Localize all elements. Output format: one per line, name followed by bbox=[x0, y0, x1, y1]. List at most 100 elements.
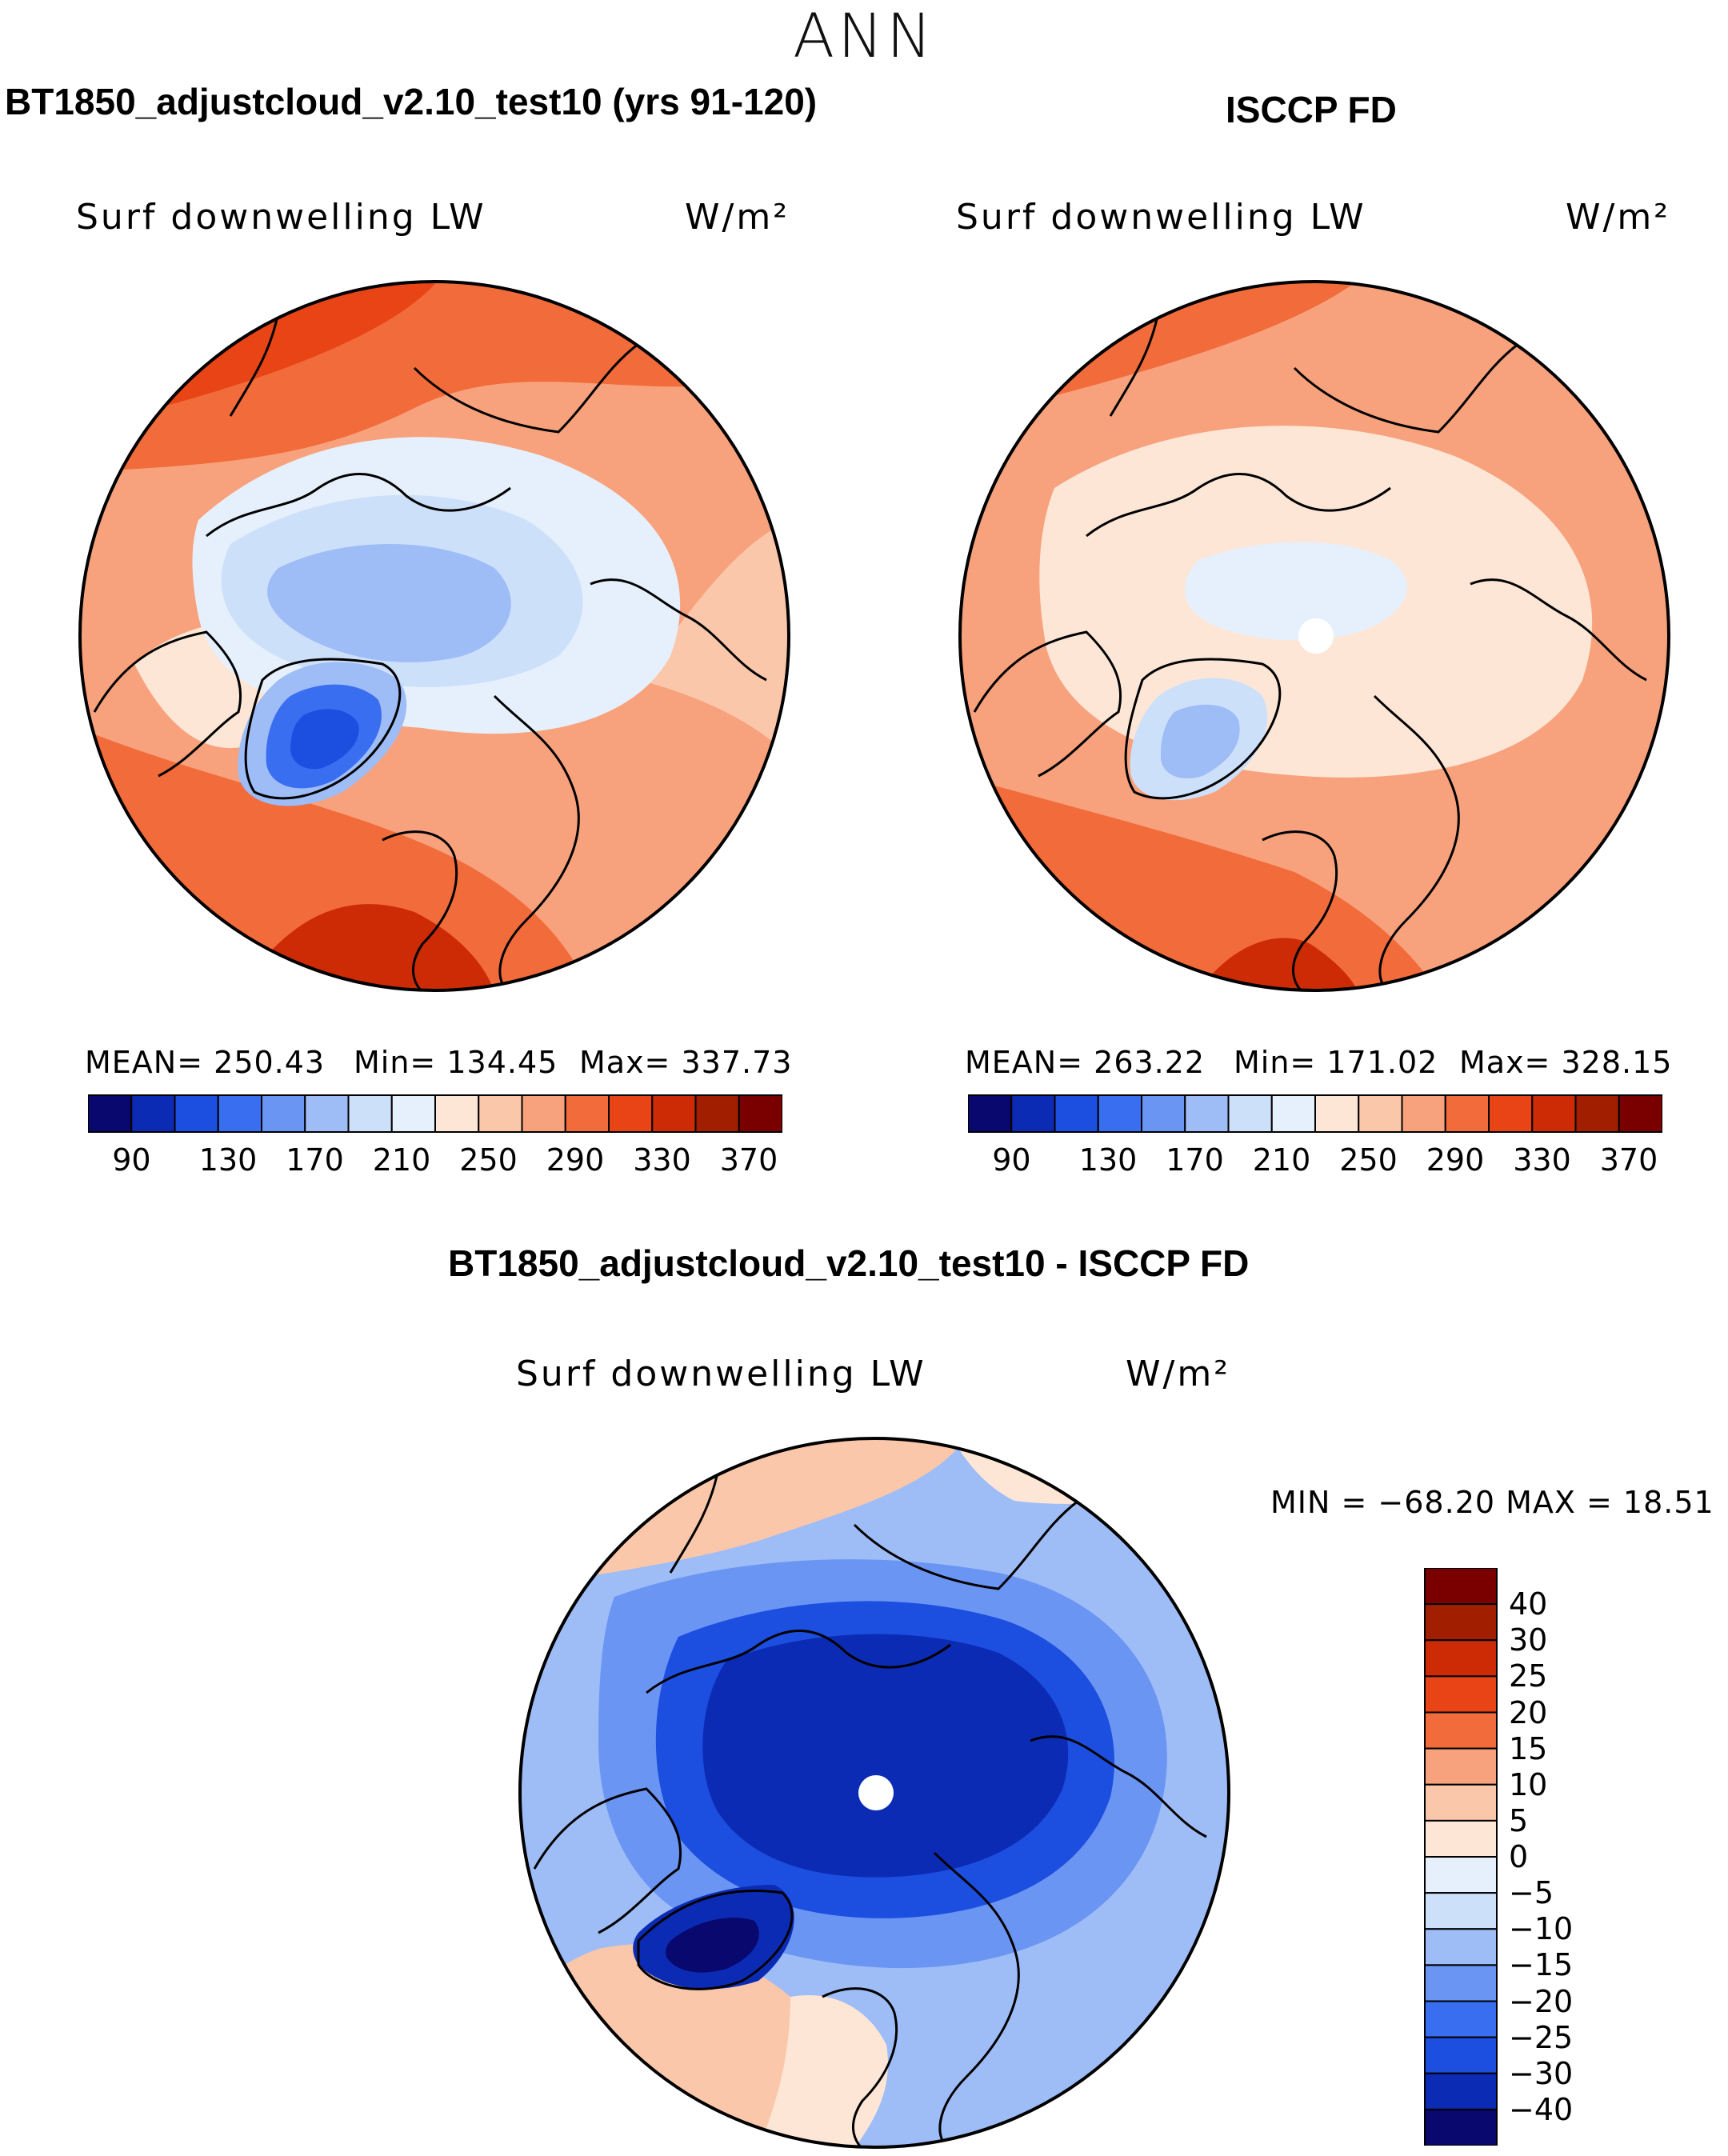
panel2-colorbar-swatch bbox=[1358, 1094, 1403, 1133]
panel3-colorbar-swatch bbox=[1424, 2108, 1498, 2146]
panel1-colorbar-swatch bbox=[174, 1094, 219, 1133]
panel3-map-border bbox=[518, 1437, 1230, 2149]
panel1-tick: 250 bbox=[459, 1142, 518, 1178]
panel1-colorbar-swatch bbox=[738, 1094, 782, 1133]
panel2-tick: 210 bbox=[1252, 1142, 1311, 1178]
panel2-colorbar-swatch bbox=[1618, 1094, 1662, 1133]
panel3-field-arctic-core bbox=[702, 1634, 1069, 1878]
panel3-tick: −10 bbox=[1509, 1911, 1574, 1947]
panel2-colorbar bbox=[968, 1094, 1662, 1133]
panel1-tick: 90 bbox=[112, 1142, 151, 1178]
panel2-colorbar-swatch bbox=[1314, 1094, 1360, 1133]
panel3-colorbar-swatch bbox=[1424, 2036, 1498, 2074]
panel2-coastlines bbox=[973, 311, 1647, 990]
panel1-colorbar-swatch bbox=[390, 1094, 436, 1133]
panel1-tick: 210 bbox=[372, 1142, 431, 1178]
panel1-colorbar-swatch bbox=[88, 1094, 133, 1133]
panel1-mean: MEAN= 250.43 bbox=[85, 1045, 326, 1080]
panel1-colorbar-ticks: 90 130 170 210 250 290 330 370 bbox=[88, 1142, 782, 1182]
panel2-field-north-atlantic bbox=[1198, 938, 1358, 990]
panel1-field-arctic-inner bbox=[267, 544, 511, 662]
panel3-colorbar-swatch bbox=[1424, 1568, 1498, 1606]
panel3-tick: 10 bbox=[1509, 1766, 1548, 1802]
panel2-colorbar-swatch bbox=[968, 1094, 1013, 1133]
panel3-units-label: W/m² bbox=[1126, 1354, 1230, 1394]
panel3-colorbar-swatch bbox=[1424, 1603, 1498, 1642]
panel1-colorbar-swatch bbox=[608, 1094, 654, 1133]
panel3-colorbar-swatch bbox=[1424, 1928, 1498, 1966]
panel2-tick: 290 bbox=[1426, 1142, 1485, 1178]
panel3-tick: 15 bbox=[1509, 1730, 1548, 1766]
panel3-colorbar-swatch bbox=[1424, 1964, 1498, 2002]
panel2-colorbar-swatch bbox=[1227, 1094, 1273, 1133]
panel1-title: BT1850_adjustcloud_v2.10_test10 (yrs 91-… bbox=[5, 81, 818, 122]
panel1-tick: 170 bbox=[286, 1142, 344, 1178]
panel3-tick: 40 bbox=[1509, 1586, 1548, 1622]
panel2-max: Max= 328.15 bbox=[1459, 1045, 1673, 1080]
panel3-colorbar-swatch bbox=[1424, 1892, 1498, 1930]
panel1-colorbar-swatch bbox=[434, 1094, 480, 1133]
panel1-map bbox=[78, 280, 790, 992]
panel3-colorbar bbox=[1424, 1568, 1498, 2146]
panel3-title: BT1850_adjustcloud_v2.10_test10 - ISCCP … bbox=[448, 1242, 1250, 1284]
panel2-pole-missing bbox=[1298, 618, 1334, 654]
panel2-min: Min= 171.02 bbox=[1234, 1045, 1438, 1080]
panel2-field-arctic-inner bbox=[1185, 542, 1407, 641]
panel2-mean: MEAN= 263.22 bbox=[965, 1045, 1206, 1080]
panel1-colorbar-swatch bbox=[651, 1094, 697, 1133]
panel1-units-label: W/m² bbox=[685, 197, 790, 238]
panel2-colorbar-swatch bbox=[1444, 1094, 1490, 1133]
panel2-colorbar-swatch bbox=[1010, 1094, 1056, 1133]
panel3-tick: −25 bbox=[1509, 2019, 1574, 2055]
panel3-tick: −5 bbox=[1509, 1875, 1554, 1911]
panel1-tick: 370 bbox=[719, 1142, 778, 1178]
panel3-pole-missing bbox=[858, 1775, 894, 1810]
panel1-colorbar-swatch bbox=[217, 1094, 262, 1133]
panel1-colorbar-swatch bbox=[304, 1094, 350, 1133]
panel2-variable-label: Surf downwelling LW bbox=[956, 197, 1366, 238]
panel2-colorbar-swatch bbox=[1488, 1094, 1534, 1133]
panel1-colorbar-swatch bbox=[478, 1094, 523, 1133]
panel1-colorbar-swatch bbox=[261, 1094, 306, 1133]
panel3-field-greenland-min bbox=[666, 1918, 759, 1973]
panel2-tick: 130 bbox=[1078, 1142, 1138, 1178]
panel3-tick: −20 bbox=[1509, 1983, 1574, 2019]
panel3-coastlines bbox=[533, 1468, 1207, 2147]
panel1-colorbar-swatch bbox=[564, 1094, 610, 1133]
panel2-colorbar-swatch bbox=[1574, 1094, 1620, 1133]
panel2-tick: 170 bbox=[1166, 1142, 1224, 1178]
panel1-colorbar-swatch bbox=[694, 1094, 740, 1133]
panel3-tick: −30 bbox=[1509, 2055, 1574, 2091]
panel2-colorbar-swatch bbox=[1531, 1094, 1577, 1133]
panel3-colorbar-swatch bbox=[1424, 1819, 1498, 1858]
panel3-variable-label: Surf downwelling LW bbox=[516, 1354, 926, 1394]
panel3-map bbox=[518, 1437, 1230, 2149]
panel2-colorbar-swatch bbox=[1270, 1094, 1316, 1133]
panel1-field-greenland-min bbox=[290, 709, 359, 770]
panel1-field-siberia bbox=[638, 520, 789, 760]
panel2-colorbar-swatch bbox=[1054, 1094, 1099, 1133]
panel3-colorbar-swatch bbox=[1424, 1856, 1498, 1894]
panel3-colorbar-swatch bbox=[1424, 1639, 1498, 1678]
panel3-colorbar-swatch bbox=[1424, 1711, 1498, 1750]
panel1-colorbar bbox=[88, 1094, 782, 1133]
panel2-tick: 250 bbox=[1339, 1142, 1398, 1178]
panel3-minmax: MIN = −68.20 MAX = 18.51 bbox=[1270, 1485, 1714, 1520]
panel3-tick: 20 bbox=[1509, 1694, 1548, 1730]
panel1-map-border bbox=[78, 280, 790, 992]
panel1-variable-label: Surf downwelling LW bbox=[76, 197, 486, 238]
panel2-colorbar-ticks: 90 130 170 210 250 290 330 370 bbox=[968, 1142, 1662, 1182]
panel2-tick: 90 bbox=[992, 1142, 1031, 1178]
panel2-colorbar-swatch bbox=[1184, 1094, 1230, 1133]
panel3-tick: −40 bbox=[1509, 2091, 1574, 2127]
panel3-colorbar-swatch bbox=[1424, 1675, 1498, 1714]
panel3-tick: −15 bbox=[1509, 1947, 1574, 1983]
panel2-map bbox=[958, 280, 1670, 992]
panel3-tick: 5 bbox=[1509, 1802, 1529, 1838]
panel1-colorbar-swatch bbox=[521, 1094, 566, 1133]
panel1-min: Min= 134.45 bbox=[354, 1045, 558, 1080]
panel2-colorbar-swatch bbox=[1141, 1094, 1186, 1133]
panel3-colorbar-swatch bbox=[1424, 2072, 1498, 2110]
panel1-tick: 290 bbox=[546, 1142, 605, 1178]
panel2-colorbar-swatch bbox=[1401, 1094, 1446, 1133]
